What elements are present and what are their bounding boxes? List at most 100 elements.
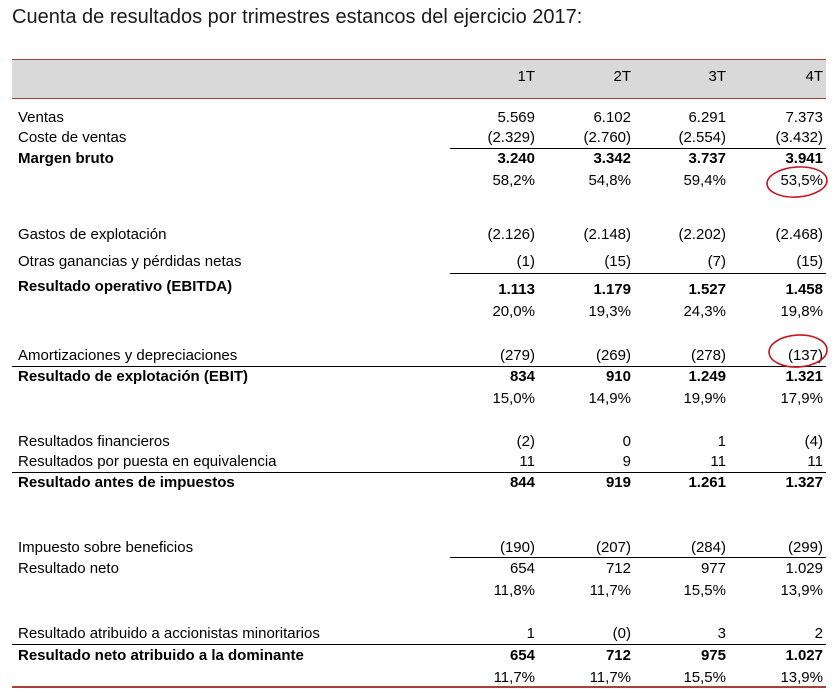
column-header-4t: 4T: [805, 68, 823, 85]
cell-ventas-3t: 6.291: [688, 109, 726, 126]
cell-ventas-4t: 7.373: [785, 109, 823, 126]
row-label-otras-ganancias: Otras ganancias y pérdidas netas: [18, 253, 242, 270]
subtotal-rule: [450, 273, 826, 274]
cell-neto-3t: 977: [700, 560, 726, 577]
cell-ebit-pct-1t: 15,0%: [492, 390, 535, 407]
cell-dominante-3t: 975: [700, 647, 726, 664]
cell-equivalencia-2t: 9: [622, 453, 631, 470]
cell-neto-2t: 712: [605, 560, 631, 577]
cell-ebitda-pct-1t: 20,0%: [492, 303, 535, 320]
column-header-1t: 1T: [517, 68, 535, 85]
cell-otras-2t: (15): [604, 253, 631, 270]
cell-ebit-pct-2t: 14,9%: [588, 390, 631, 407]
cell-margen-pct-4t: 53,5%: [780, 172, 823, 189]
cell-antes-imp-1t: 844: [509, 474, 535, 491]
cell-ebit-2t: 910: [605, 368, 631, 385]
cell-ebit-1t: 834: [509, 368, 535, 385]
cell-otras-4t: (15): [796, 253, 823, 270]
cell-margen-pct-2t: 54,8%: [588, 172, 631, 189]
column-header-3t: 3T: [708, 68, 726, 85]
cell-margen-pct-1t: 58,2%: [492, 172, 535, 189]
cell-impuesto-2t: (207): [595, 539, 631, 556]
cell-margen-2t: 3.342: [593, 150, 631, 167]
cell-gastos-1t: (2.126): [487, 226, 535, 243]
cell-financieros-2t: 0: [622, 433, 631, 450]
row-label-resultados-financieros: Resultados financieros: [18, 433, 170, 450]
cell-minoritarios-1t: 1: [526, 625, 535, 642]
cell-equivalencia-4t: 11: [807, 453, 823, 470]
row-label-ventas: Ventas: [18, 109, 64, 126]
cell-financieros-3t: 1: [717, 433, 726, 450]
row-label-gastos-explotacion: Gastos de explotación: [18, 226, 167, 243]
cell-amort-1t: (279): [499, 347, 535, 364]
cell-dominante-pct-4t: 13,9%: [780, 669, 823, 686]
cell-neto-pct-4t: 13,9%: [780, 582, 823, 599]
table-bottom-rule: [12, 686, 826, 688]
cell-minoritarios-2t: (0): [612, 625, 631, 642]
cell-ebitda-pct-2t: 19,3%: [588, 303, 631, 320]
cell-ebitda-2t: 1.179: [593, 281, 631, 298]
cell-ebit-pct-4t: 17,9%: [780, 390, 823, 407]
cell-ebitda-3t: 1.527: [688, 281, 726, 298]
row-label-amortizaciones: Amortizaciones y depreciaciones: [18, 347, 238, 364]
cell-gastos-2t: (2.148): [583, 226, 631, 243]
cell-minoritarios-3t: 3: [717, 625, 726, 642]
cell-equivalencia-3t: 11: [710, 453, 726, 470]
subtotal-rule: [450, 557, 826, 558]
cell-ebitda-pct-3t: 24,3%: [683, 303, 726, 320]
cell-financieros-1t: (2): [516, 433, 535, 450]
cell-neto-pct-1t: 11,8%: [493, 582, 535, 599]
cell-dominante-pct-2t: 11,7%: [589, 669, 631, 686]
cell-dominante-pct-1t: 11,7%: [493, 669, 535, 686]
cell-dominante-pct-3t: 15,5%: [683, 669, 726, 686]
cell-ebitda-pct-4t: 19,8%: [780, 303, 823, 320]
cell-dominante-4t: 1.027: [785, 647, 823, 664]
cell-amort-3t: (278): [690, 347, 726, 364]
row-label-resultado-neto: Resultado neto: [18, 560, 119, 577]
cell-equivalencia-1t: 11: [519, 453, 535, 470]
row-label-ebitda: Resultado operativo (EBITDA): [18, 278, 233, 295]
cell-neto-1t: 654: [509, 560, 535, 577]
row-label-minoritarios: Resultado atribuido a accionistas minori…: [18, 625, 320, 642]
cell-margen-3t: 3.737: [688, 150, 726, 167]
cell-neto-pct-3t: 15,5%: [683, 582, 726, 599]
row-label-antes-impuestos: Resultado antes de impuestos: [18, 474, 235, 491]
cell-minoritarios-4t: 2: [814, 625, 823, 642]
cell-antes-imp-4t: 1.327: [785, 474, 823, 491]
row-label-margen-bruto: Margen bruto: [18, 150, 114, 167]
cell-otras-3t: (7): [707, 253, 726, 270]
cell-coste-2t: (2.760): [583, 129, 631, 146]
cell-antes-imp-3t: 1.261: [688, 474, 726, 491]
row-label-puesta-equivalencia: Resultados por puesta en equivalencia: [18, 453, 277, 470]
cell-coste-3t: (2.554): [678, 129, 726, 146]
cell-margen-1t: 3.240: [497, 150, 535, 167]
cell-margen-pct-3t: 59,4%: [683, 172, 726, 189]
cell-dominante-2t: 712: [605, 647, 631, 664]
cell-ebit-3t: 1.249: [688, 368, 726, 385]
row-label-coste-de-ventas: Coste de ventas: [18, 129, 127, 146]
cell-antes-imp-2t: 919: [605, 474, 631, 491]
row-label-impuesto: Impuesto sobre beneficios: [18, 539, 194, 556]
cell-otras-1t: (1): [516, 253, 535, 270]
cell-coste-4t: (3.432): [775, 129, 823, 146]
cell-coste-1t: (2.329): [487, 129, 535, 146]
cell-ventas-1t: 5.569: [497, 109, 535, 126]
page-title: Cuenta de resultados por trimestres esta…: [12, 6, 583, 28]
cell-financieros-4t: (4): [804, 433, 823, 450]
cell-ebitda-1t: 1.113: [498, 281, 535, 298]
column-header-2t: 2T: [613, 68, 631, 85]
column-header-band: [12, 59, 826, 99]
cell-ebitda-4t: 1.458: [785, 281, 823, 298]
cell-impuesto-3t: (284): [690, 539, 726, 556]
subtotal-rule: [12, 472, 826, 473]
cell-gastos-4t: (2.468): [775, 226, 823, 243]
cell-ebit-4t: 1.321: [785, 368, 823, 385]
cell-amort-2t: (269): [595, 347, 631, 364]
cell-ebit-pct-3t: 19,9%: [683, 390, 726, 407]
cell-ventas-2t: 6.102: [593, 109, 631, 126]
cell-neto-4t: 1.029: [785, 560, 823, 577]
subtotal-rule: [450, 148, 826, 149]
subtotal-rule: [12, 366, 826, 367]
row-label-ebit: Resultado de explotación (EBIT): [18, 368, 249, 385]
cell-margen-4t: 3.941: [785, 150, 823, 167]
